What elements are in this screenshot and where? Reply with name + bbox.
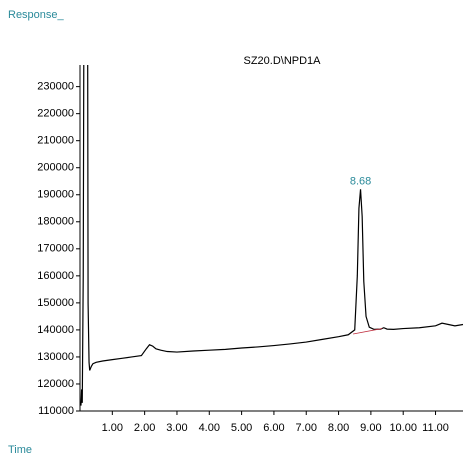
y-tick-label: 220000 — [37, 108, 74, 120]
y-tick-label: 140000 — [37, 324, 74, 336]
x-tick-label: 9.00 — [360, 422, 381, 434]
x-tick-label: 4.00 — [199, 422, 220, 434]
x-tick-label: 8.00 — [328, 422, 349, 434]
y-tick-label: 180000 — [37, 216, 74, 228]
peak-label: 8.68 — [350, 175, 371, 187]
x-tick-label: 10.00 — [389, 422, 417, 434]
y-tick-label: 190000 — [37, 189, 74, 201]
trace — [80, 65, 464, 406]
x-tick-label: 3.00 — [166, 422, 187, 434]
x-tick-label: 2.00 — [134, 422, 155, 434]
y-tick-label: 150000 — [37, 297, 74, 309]
plot-area — [80, 65, 464, 406]
integration-baseline — [353, 328, 383, 335]
y-tick-label: 160000 — [37, 270, 74, 282]
x-tick-label: 11.00 — [422, 422, 449, 434]
y-tick-label: 210000 — [37, 135, 74, 147]
chart-title: SZ20.D\NPD1A — [243, 55, 321, 67]
y-tick-label: 120000 — [37, 378, 74, 390]
y-tick-label: 200000 — [37, 162, 74, 174]
x-tick-label: 6.00 — [263, 422, 284, 434]
y-tick-label: 130000 — [37, 351, 74, 363]
y-tick-label: 110000 — [38, 405, 74, 417]
x-tick-label: 5.00 — [231, 422, 252, 434]
y-tick-label: 230000 — [37, 81, 74, 93]
y-axis-label: Response_ — [8, 9, 65, 21]
y-tick-label: 170000 — [37, 243, 74, 255]
x-tick-label: 7.00 — [296, 422, 317, 434]
x-tick-label: 1.00 — [102, 422, 123, 434]
x-axis-label: Time — [8, 444, 32, 456]
